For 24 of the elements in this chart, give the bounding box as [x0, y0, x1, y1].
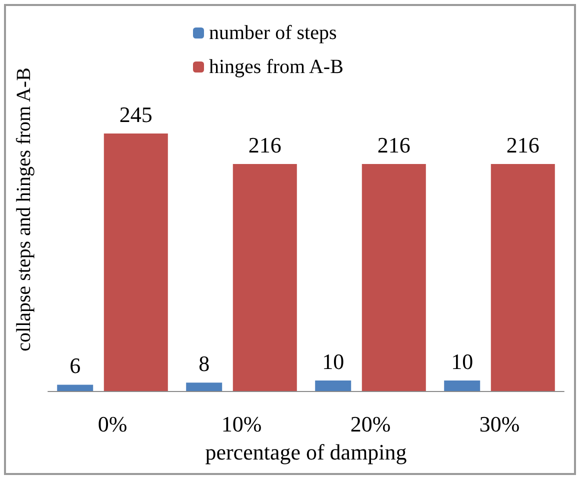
legend-label: hinges from A-B: [209, 56, 344, 78]
x-axis-title: percentage of damping: [205, 440, 407, 464]
data-label: 216: [377, 132, 410, 158]
x-tick-label: 0%: [98, 412, 128, 436]
data-label: 10: [322, 348, 344, 374]
x-tick-label: 20%: [350, 412, 391, 436]
x-tick-label: 10%: [221, 412, 262, 436]
bar: [490, 164, 555, 391]
x-tick-label: 30%: [479, 412, 520, 436]
bar: [362, 164, 426, 391]
data-label: 216: [248, 132, 282, 158]
legend-label: number of steps: [209, 22, 337, 44]
bar: [186, 382, 222, 391]
bar: [232, 164, 297, 391]
data-label: 216: [506, 132, 540, 158]
bar: [444, 380, 480, 391]
data-label: 8: [198, 351, 210, 376]
bar: [57, 384, 94, 391]
data-label: 245: [119, 102, 152, 128]
y-axis-title: collapse steps and hinges from A-B: [13, 68, 35, 352]
bar: [315, 380, 352, 391]
bar: [104, 134, 168, 391]
data-label: 10: [451, 348, 474, 374]
data-label: 6: [70, 353, 81, 378]
